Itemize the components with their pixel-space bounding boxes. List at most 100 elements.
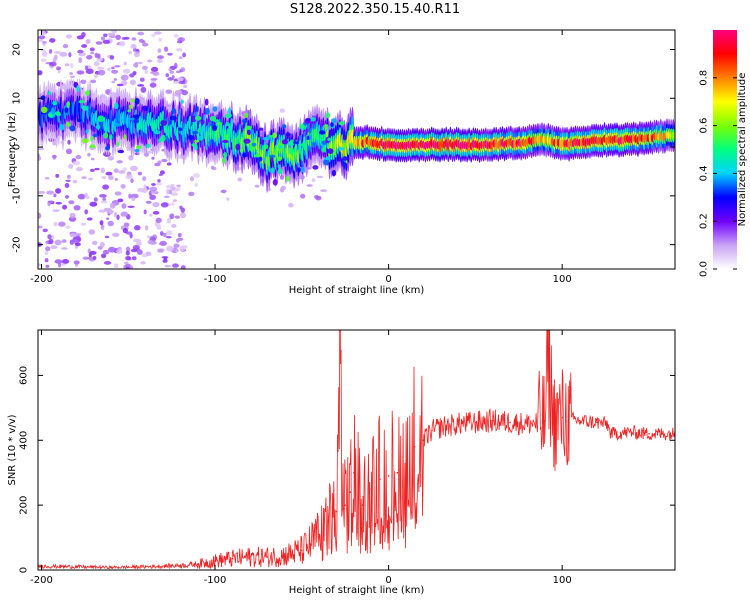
spectrogram-cell [47, 200, 55, 204]
spectrogram-cell [135, 145, 142, 149]
spectrogram-cell [58, 221, 66, 227]
spectrogram-cell [149, 194, 157, 200]
x-tick-label: -100 [204, 575, 227, 586]
spectrogram-cell [65, 225, 71, 229]
spectrogram-cell [254, 184, 260, 188]
spectrogram-cell [160, 120, 168, 126]
spectrogram-cell [170, 186, 176, 191]
spectrogram-cell [100, 200, 108, 204]
spectrogram-cell [78, 57, 83, 64]
spectrogram-cell [38, 212, 42, 219]
spectrogram-cell [49, 38, 56, 43]
y-tick-label: 0 [12, 144, 23, 150]
spectrogram-cell [180, 67, 186, 73]
snr-data-point [379, 478, 381, 481]
spectrogram-cell [270, 167, 276, 174]
spectrogram-cell [89, 144, 96, 149]
spectrogram-cell [49, 61, 57, 67]
spectrogram-cell [137, 84, 145, 87]
spectrogram-cell [107, 67, 111, 72]
spectrogram-cell [174, 62, 178, 69]
spectrogram-cell [215, 122, 223, 126]
spectrogram-cell [194, 139, 199, 143]
spectrogram-cell [76, 70, 85, 75]
spectrogram-cell [67, 139, 71, 145]
spectrogram-cell [102, 250, 109, 255]
spectrogram-cell [167, 52, 173, 56]
spectrogram-cell [270, 157, 274, 162]
spectrogram-cells [38, 30, 675, 269]
spectrogram-cell [73, 260, 80, 265]
spectrogram-frame [37, 29, 676, 270]
spectrogram-cell [144, 225, 149, 231]
spectrogram-cell [176, 40, 183, 44]
spectrogram-cell [166, 188, 170, 195]
spectrogram-cell [78, 52, 86, 57]
spectrogram-cell [165, 89, 173, 94]
spectrogram-cell [188, 191, 195, 197]
spectrogram-cell [81, 44, 88, 48]
spectrogram-cell [176, 238, 180, 243]
spectrogram-cell [48, 91, 52, 96]
spectrogram-cell [86, 55, 93, 60]
spectrogram-cell [105, 171, 113, 176]
spectrogram-cell [166, 162, 172, 166]
spectrogram-cell [41, 106, 48, 114]
spectrogram-cell [288, 202, 294, 208]
spectrogram-cell [183, 85, 188, 88]
spectrogram-cell [106, 217, 110, 220]
snr-data-point [318, 533, 321, 536]
spectrogram-cell [129, 79, 136, 86]
spectrogram-cell [163, 257, 168, 261]
snr-data-point [474, 421, 477, 424]
spectrogram-cell [82, 138, 89, 144]
spectrogram-cell [277, 168, 283, 175]
spectrogram-cell [152, 71, 160, 76]
spectrogram-cell [104, 235, 110, 239]
spectrogram-cell [51, 107, 55, 115]
spectrogram-cell [253, 154, 261, 158]
spectrogram-cell [315, 195, 322, 201]
spectrogram-cell [94, 167, 100, 171]
spectrogram-cell [175, 70, 181, 74]
spectrogram-cell [65, 148, 73, 155]
spectrogram-cell [244, 125, 252, 130]
spectrogram-cell [147, 239, 154, 244]
spectrogram-cell [338, 156, 342, 162]
spectrogram-cell [342, 135, 347, 141]
spectrogram-cell [142, 105, 149, 112]
snr-data-point [596, 421, 598, 424]
spectrogram-cell [223, 152, 228, 158]
spectrogram-cell [82, 105, 88, 111]
spectrogram-cell [338, 121, 345, 126]
spectrogram-cell [146, 150, 152, 154]
snr-data-point [266, 556, 268, 558]
spectrogram-cell [99, 209, 105, 213]
spectrogram-cell [272, 179, 278, 186]
colorbar-label: Normalized spectral amplitude [737, 73, 748, 227]
spectrogram-cell [55, 201, 62, 205]
spectrogram-cell [38, 190, 46, 195]
spectrogram-cell [157, 223, 161, 228]
spectrogram-cell [164, 264, 171, 268]
spectrogram-cell [41, 51, 48, 57]
spectrogram-cell [133, 114, 140, 120]
spectrogram-cell [325, 112, 331, 119]
spectrogram-cell [213, 119, 219, 123]
spectrogram-cell [66, 174, 71, 179]
spectrogram-cell [167, 77, 174, 81]
y-tick-label: 20 [12, 43, 23, 56]
spectrogram-cell [131, 197, 136, 202]
spectrogram-cell [76, 118, 82, 123]
y-tick-label: 600 [19, 366, 30, 385]
x-tick-label: -100 [204, 274, 227, 285]
spectrogram-cell [120, 211, 129, 217]
snr-series-line [38, 330, 675, 570]
spectrogram-cell [671, 131, 675, 140]
spectrogram-cell [178, 81, 186, 85]
spectrogram-cell [129, 265, 134, 269]
spectrogram-cell [123, 68, 131, 74]
spectrogram-cell [143, 209, 147, 215]
spectrogram-cell [130, 99, 136, 103]
snr-data-point [606, 423, 609, 425]
